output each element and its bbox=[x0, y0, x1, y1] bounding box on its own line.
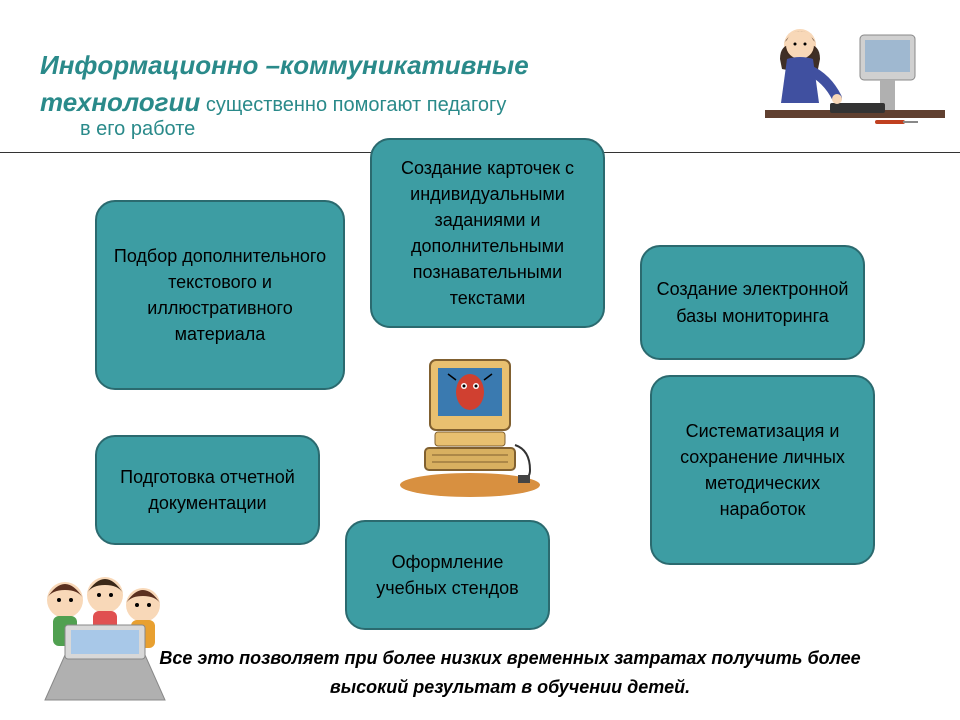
title-sub: существенно помогают педагогу bbox=[200, 94, 506, 116]
center-computer-illustration bbox=[390, 340, 550, 500]
title-sub2: в его работе bbox=[80, 118, 195, 140]
footer-text: Все это позволяет при более низких време… bbox=[150, 644, 870, 702]
info-box: Создание электронной базы мониторинга bbox=[640, 245, 865, 360]
title-block: Информационно –коммуникативные технологи… bbox=[40, 50, 790, 141]
info-box: Подбор дополнительного текстового и иллю… bbox=[95, 200, 345, 390]
info-box: Подготовка отчетной документации bbox=[95, 435, 320, 545]
title-main: Информационно –коммуникативные bbox=[40, 50, 529, 80]
info-box: Систематизация и сохранение личных метод… bbox=[650, 375, 875, 565]
title-line2: технологии bbox=[40, 87, 200, 117]
info-box: Создание карточек с индивидуальными зада… bbox=[370, 138, 605, 328]
person-at-desk-illustration bbox=[765, 15, 945, 175]
info-box: Оформление учебных стендов bbox=[345, 520, 550, 630]
